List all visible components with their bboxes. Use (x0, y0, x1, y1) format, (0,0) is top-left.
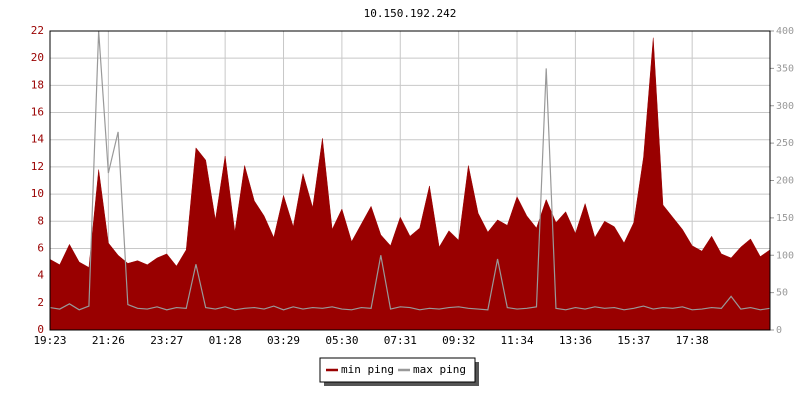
legend-box (319, 357, 476, 383)
y2-tick-label: 0 (776, 325, 782, 336)
plot-frame (49, 30, 771, 331)
y2-tick-label: 400 (776, 26, 794, 37)
y-tick-label: 10 (31, 187, 44, 200)
x-tick-label: 19:23 (33, 334, 66, 347)
x-tick-label: 23:27 (150, 334, 183, 347)
y2-tick-label: 350 (776, 63, 794, 74)
y-tick-label: 20 (31, 51, 44, 64)
y-tick-label: 8 (37, 214, 44, 227)
y-tick-label: 22 (31, 24, 44, 37)
x-tick-label: 03:29 (267, 334, 300, 347)
area (49, 37, 771, 331)
y2-tick-label: 100 (776, 250, 794, 261)
y-tick-label: 4 (37, 269, 44, 282)
y2-tick-label: 50 (776, 288, 788, 299)
y2-tick-label: 250 (776, 138, 794, 149)
x-tick-label: 01:28 (209, 334, 242, 347)
y-tick-label: 0 (37, 323, 44, 336)
x-tick-label: 07:31 (384, 334, 417, 347)
legend-label: max ping (413, 363, 466, 376)
y2-tick-label: 300 (776, 101, 794, 112)
x-tick-label: 05:30 (325, 334, 358, 347)
x-tick-label: 15:37 (617, 334, 650, 347)
y-tick-label: 2 (37, 296, 44, 309)
x-tick-label: 11:34 (500, 334, 533, 347)
y-tick-label: 12 (31, 160, 44, 173)
line (49, 30, 771, 311)
y2-tick-label: 200 (776, 176, 794, 187)
x-tick-label: 13:36 (559, 334, 592, 347)
x-tick-label: 17:38 (676, 334, 709, 347)
x-tick-label: 21:26 (92, 334, 125, 347)
y-tick-label: 16 (31, 106, 44, 119)
y-tick-label: 14 (31, 133, 45, 146)
y2-tick-label: 150 (776, 213, 794, 224)
legend-label: min ping (341, 363, 394, 376)
y-tick-label: 18 (31, 78, 44, 91)
chart-title: 10.150.192.242 (364, 7, 457, 20)
y-tick-label: 6 (37, 241, 44, 254)
x-tick-label: 09:32 (442, 334, 475, 347)
